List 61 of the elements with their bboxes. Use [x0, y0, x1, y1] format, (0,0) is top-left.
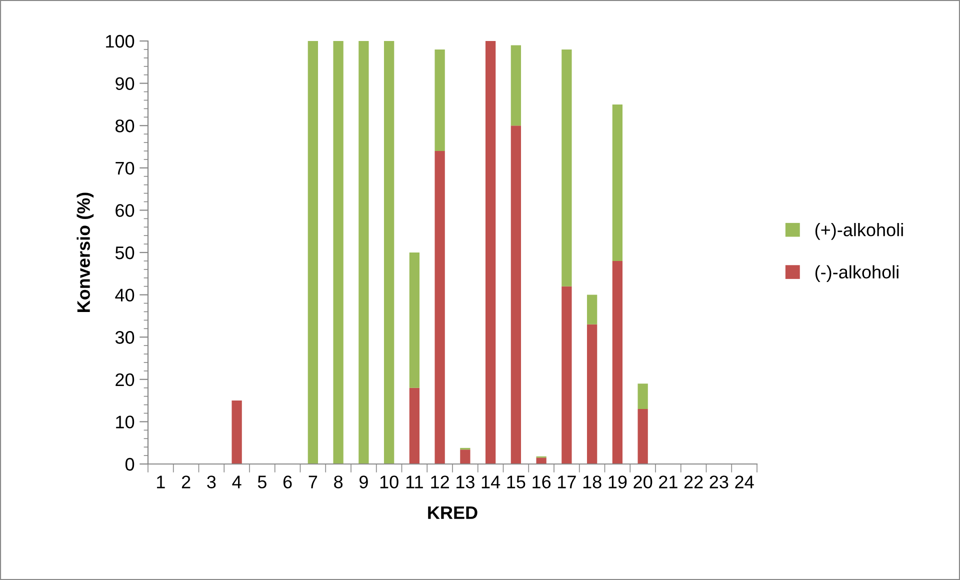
x-tick-label: 13 [456, 476, 474, 488]
bar [510, 126, 522, 464]
bar [638, 384, 648, 410]
y-tick-label: 100 [106, 34, 134, 48]
x-tick-label: 11 [406, 476, 423, 488]
bar [586, 294, 598, 324]
bar [638, 409, 648, 464]
y-tick-label: 60 [116, 204, 134, 217]
y-tick-label: 20 [116, 373, 134, 386]
bar [384, 41, 394, 464]
bar [510, 45, 522, 126]
x-tick-label: 1 [157, 476, 165, 488]
bar [562, 49, 572, 286]
x-tick-label: 6 [283, 476, 292, 488]
legend-label: (-)-alkoholi [815, 265, 898, 282]
x-axis-title: KRED [428, 506, 478, 519]
bar [409, 388, 420, 464]
bar [409, 252, 420, 388]
bar [308, 41, 318, 464]
x-tick-label: 2 [182, 476, 190, 488]
bar [612, 104, 623, 261]
y-tick-label: 80 [116, 120, 134, 132]
x-tick-label: 17 [558, 476, 576, 488]
bar [434, 49, 445, 151]
bar [612, 260, 623, 464]
y-tick-label: 10 [116, 416, 134, 428]
x-tick-label: 4 [232, 476, 242, 488]
bar [232, 400, 242, 464]
x-tick-label: 18 [583, 476, 602, 488]
x-tick-label: 12 [431, 476, 449, 488]
x-tick-label: 3 [207, 476, 216, 488]
x-tick-label: 19 [608, 476, 627, 488]
x-tick-label: 21 [659, 476, 678, 488]
x-tick-label: 20 [634, 476, 652, 488]
y-tick-label: 0 [125, 458, 134, 471]
legend-label: (+)-alkoholi [815, 223, 903, 240]
bar [586, 324, 598, 464]
bar [460, 450, 470, 464]
x-tick-label: 14 [482, 476, 500, 488]
bar [434, 150, 445, 464]
x-tick-label: 7 [308, 476, 318, 488]
x-tick-label: 9 [360, 476, 368, 488]
bar [536, 458, 546, 464]
y-axis-title: Konversio (%) [76, 192, 94, 312]
x-tick-label: 8 [334, 476, 343, 488]
y-tick-label: 70 [116, 162, 134, 175]
x-tick-label: 5 [258, 476, 266, 488]
x-tick-label: 24 [735, 476, 754, 488]
y-tick-label: 90 [116, 77, 134, 90]
x-tick-label: 10 [380, 476, 398, 488]
y-tick-label: 50 [115, 246, 134, 260]
x-tick-label: 15 [507, 476, 526, 488]
x-tick-label: 23 [710, 476, 728, 488]
bar [562, 286, 572, 464]
bar [333, 41, 344, 464]
y-tick-label: 30 [115, 331, 134, 344]
x-tick-label: 22 [684, 476, 703, 488]
x-tick-label: 16 [532, 476, 551, 488]
bar [358, 41, 369, 464]
y-tick-label: 40 [115, 288, 134, 302]
bar [485, 41, 496, 464]
